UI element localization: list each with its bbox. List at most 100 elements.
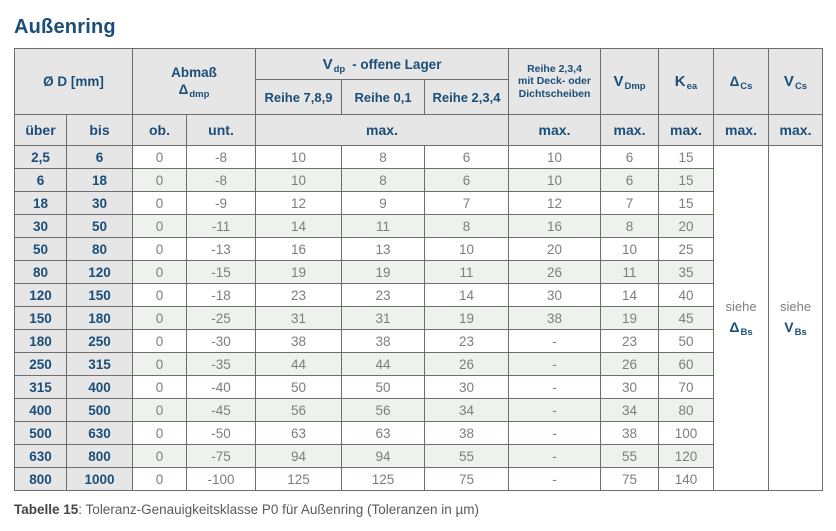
caption-text: : Toleranz-Genauigkeitsklasse P0 für Auß… <box>78 502 480 517</box>
cell-r789: 10 <box>255 168 343 192</box>
cell-r234: 7 <box>424 191 510 215</box>
cell-r01: 8 <box>341 168 426 192</box>
cell-unt: -35 <box>185 352 257 376</box>
cell-bis: 80 <box>66 237 133 261</box>
cell-ueber: 400 <box>14 398 67 422</box>
header-ob: ob. <box>132 114 187 146</box>
cell-r234: 26 <box>424 352 510 376</box>
cell-ueber: 120 <box>14 283 67 307</box>
cell-unt: -50 <box>185 421 257 445</box>
table-row: 120 150 0 -18 23 23 14 30 14 40 <box>14 283 823 307</box>
cell-deck: 20 <box>508 237 602 261</box>
cell-r789: 10 <box>255 145 343 169</box>
abmass-symbol: Δdmp <box>178 81 210 100</box>
cell-deck: - <box>508 329 602 353</box>
cell-kea: 70 <box>658 375 715 399</box>
table-caption: Tabelle 15: Toleranz-Genauigkeitsklasse … <box>14 502 822 517</box>
cell-r789: 19 <box>255 260 343 284</box>
cell-bis: 180 <box>66 306 133 330</box>
table-row: 50 80 0 -13 16 13 10 20 10 25 <box>14 237 823 261</box>
cell-bis: 315 <box>66 352 133 376</box>
cell-bis: 120 <box>66 260 133 284</box>
cell-deck: - <box>508 352 602 376</box>
cell-ob: 0 <box>132 329 187 353</box>
cell-unt: -11 <box>185 214 257 238</box>
cell-kea: 15 <box>658 145 715 169</box>
cell-bis: 1000 <box>66 467 133 491</box>
cell-vdmp: 30 <box>600 375 660 399</box>
cell-kea: 35 <box>658 260 715 284</box>
cell-ueber: 150 <box>14 306 67 330</box>
cell-r789: 12 <box>255 191 343 215</box>
cell-kea: 15 <box>658 191 715 215</box>
cell-vdmp: 75 <box>600 467 660 491</box>
cell-ueber: 6 <box>14 168 67 192</box>
cell-kea: 140 <box>658 467 715 491</box>
cell-ueber: 630 <box>14 444 67 468</box>
cell-r01: 125 <box>341 467 426 491</box>
table-row: 30 50 0 -11 14 11 8 16 8 20 <box>14 214 823 238</box>
cell-r01: 19 <box>341 260 426 284</box>
cell-r789: 94 <box>255 444 343 468</box>
table-row: 80 120 0 -15 19 19 11 26 11 35 <box>14 260 823 284</box>
cell-r01: 13 <box>341 237 426 261</box>
cell-kea: 25 <box>658 237 715 261</box>
cell-bis: 30 <box>66 191 133 215</box>
cell-r01: 31 <box>341 306 426 330</box>
cell-kea: 50 <box>658 329 715 353</box>
cell-deck: - <box>508 398 602 422</box>
cell-r234: 10 <box>424 237 510 261</box>
cell-deck: 26 <box>508 260 602 284</box>
header-vdp-offene-lager: Vdp - offene Lager <box>255 48 510 80</box>
cell-kea: 20 <box>658 214 715 238</box>
cell-r789: 16 <box>255 237 343 261</box>
cell-ob: 0 <box>132 283 187 307</box>
cell-r234: 30 <box>424 375 510 399</box>
cell-siehe-v-bs: siehe VBs <box>768 145 824 491</box>
cell-ob: 0 <box>132 260 187 284</box>
cell-r01: 63 <box>341 421 426 445</box>
table-row: 500 630 0 -50 63 63 38-38 100 <box>14 421 823 445</box>
cell-vdmp: 6 <box>600 145 660 169</box>
header-outer-diameter: Ø D [mm] <box>14 48 133 115</box>
header-reihe-789: Reihe 7,8,9 <box>255 79 343 115</box>
table-row: 400 500 0 -45 56 56 34-34 80 <box>14 398 823 422</box>
cell-deck: 12 <box>508 191 602 215</box>
cell-r789: 23 <box>255 283 343 307</box>
cell-unt: -13 <box>185 237 257 261</box>
cell-vdmp: 6 <box>600 168 660 192</box>
cell-unt: -45 <box>185 398 257 422</box>
table-row: 800 1000 0 -100 125 125 75-75 140 <box>14 467 823 491</box>
header-kea: Kea <box>658 48 715 115</box>
cell-bis: 500 <box>66 398 133 422</box>
cell-unt: -8 <box>185 145 257 169</box>
cell-unt: -25 <box>185 306 257 330</box>
cell-deck: 10 <box>508 168 602 192</box>
header-reihe-234: Reihe 2,3,4 <box>424 79 510 115</box>
header-max-kea: max. <box>658 114 715 146</box>
cell-kea: 80 <box>658 398 715 422</box>
cell-r01: 23 <box>341 283 426 307</box>
table-row: 150 180 0 -25 31 31 19 38 19 45 <box>14 306 823 330</box>
table-row: 180 250 0 -30 38 38 23-23 50 <box>14 329 823 353</box>
cell-ueber: 50 <box>14 237 67 261</box>
cell-r234: 75 <box>424 467 510 491</box>
cell-ob: 0 <box>132 145 187 169</box>
cell-r01: 11 <box>341 214 426 238</box>
cell-r01: 50 <box>341 375 426 399</box>
cell-unt: -30 <box>185 329 257 353</box>
header-vcs: VCs <box>768 48 824 115</box>
cell-bis: 630 <box>66 421 133 445</box>
cell-ob: 0 <box>132 467 187 491</box>
header-max-vdp: max. <box>255 114 510 146</box>
cell-unt: -40 <box>185 375 257 399</box>
cell-r234: 19 <box>424 306 510 330</box>
cell-ob: 0 <box>132 168 187 192</box>
cell-bis: 18 <box>66 168 133 192</box>
table-row: 6 18 0 -8 10 8 6 10 6 15 <box>14 168 823 192</box>
table-row: 315 400 0 -40 50 50 30-30 70 <box>14 375 823 399</box>
cell-ueber: 2,5 <box>14 145 67 169</box>
cell-ueber: 315 <box>14 375 67 399</box>
cell-r789: 125 <box>255 467 343 491</box>
cell-r234: 38 <box>424 421 510 445</box>
